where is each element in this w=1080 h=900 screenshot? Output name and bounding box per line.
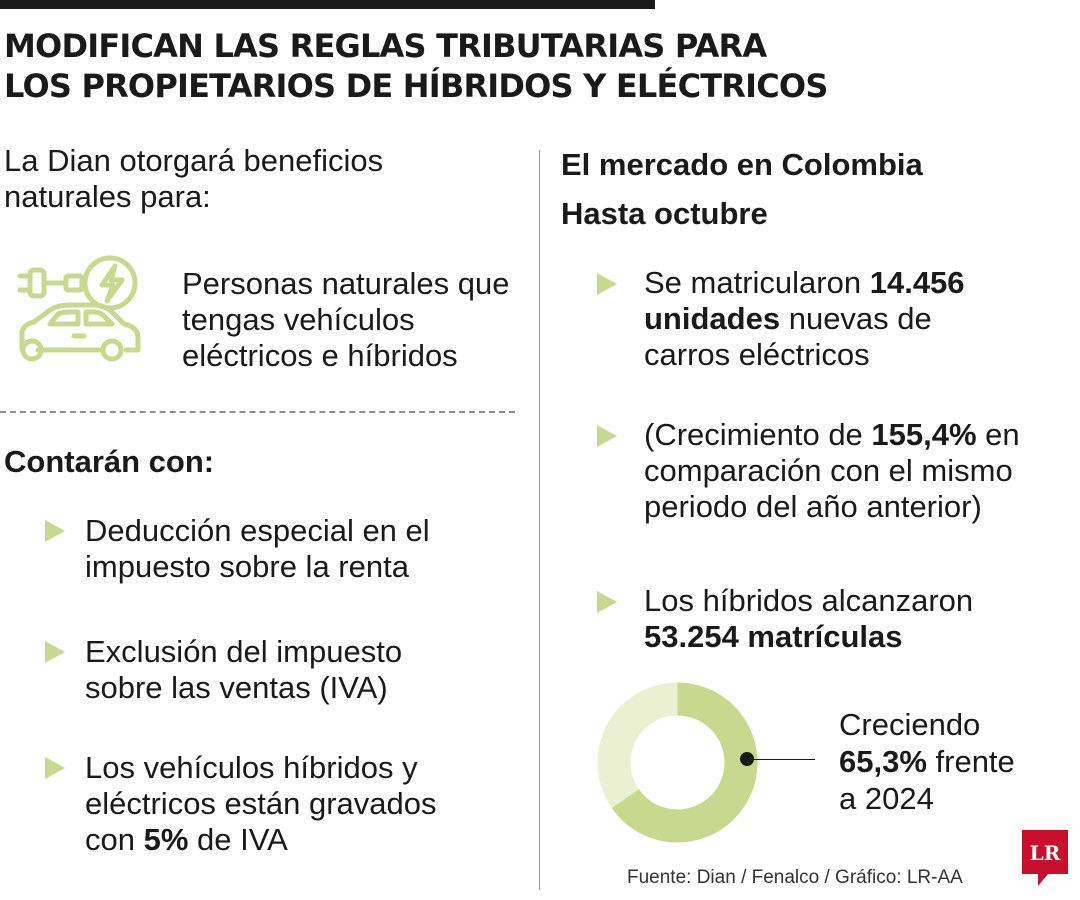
benefit-item-1-line-2: impuesto sobre la renta: [85, 549, 409, 584]
electric-car-plug-icon: [14, 250, 144, 380]
market-item-growth-line-2: comparación con el mismo: [644, 453, 1013, 488]
triangle-bullet-icon: [597, 425, 617, 447]
donut-growth-value: 65,3%: [839, 744, 927, 779]
market-item-hybrid-line-1: Los híbridos alcanzaron: [644, 583, 974, 618]
benefits-heading: Contarán con:: [4, 444, 215, 479]
lr-logo: LR: [1022, 830, 1068, 886]
page-title: MODIFICAN LAS REGLAS TRIBUTARIAS PARA LO…: [4, 26, 1064, 106]
hybrid-registrations: 53.254 matrículas: [644, 619, 903, 654]
triangle-bullet-icon: [45, 520, 65, 542]
vat-rate: 5%: [143, 822, 189, 857]
market-item-electric: Se matricularon 14.456 unidades nuevas d…: [644, 265, 1064, 373]
source-credit: Fuente: Dian / Fenalco / Gráfico: LR-AA: [627, 867, 963, 888]
donut-caption-line-3: a 2024: [839, 781, 934, 816]
benefit-item-2-line-2: sobre las ventas (IVA): [85, 670, 388, 705]
market-item-hybrid: Los híbridos alcanzaron 53.254 matrícula…: [644, 583, 1064, 655]
period-heading: Hasta octubre: [561, 196, 768, 231]
market-item-electric-line-3: carros eléctricos: [644, 337, 870, 372]
electric-units-value: 14.456: [869, 265, 965, 300]
donut-caption-post: frente: [926, 744, 1015, 779]
intro-text: La Dian otorgará beneficios naturales pa…: [4, 143, 384, 214]
market-item-growth-line-3: periodo del año anterior): [644, 489, 982, 524]
triangle-bullet-icon: [597, 273, 617, 295]
column-divider: [539, 150, 540, 890]
donut-leader-line: [747, 759, 815, 760]
growth-donut: [595, 680, 760, 845]
market-item-electric-pre: Se matricularon: [644, 265, 870, 300]
benefit-item-3-line-3-post: de IVA: [188, 822, 288, 857]
benefit-item-3-line-1: Los vehículos híbridos y: [85, 750, 418, 785]
lr-logo-text: LR: [1030, 841, 1061, 865]
benefit-item-1-line-1: Deducción especial en el: [85, 513, 430, 548]
market-heading: El mercado en Colombia: [561, 147, 923, 182]
benefit-item-2-line-1: Exclusión del impuesto: [85, 634, 403, 669]
triangle-bullet-icon: [597, 591, 617, 613]
benefit-item-3-line-2: eléctricos están gravados: [85, 786, 437, 821]
title-line-1: MODIFICAN LAS REGLAS TRIBUTARIAS PARA: [4, 27, 767, 65]
market-item-growth: (Crecimiento de 155,4% en comparación co…: [644, 417, 1074, 525]
title-line-2: LOS PROPIETARIOS DE HÍBRIDOS Y ELÉCTRICO…: [4, 67, 828, 105]
electric-units-label: unidades: [644, 301, 781, 336]
triangle-bullet-icon: [45, 641, 65, 663]
top-rule: [0, 0, 655, 9]
market-item-electric-post: nuevas de: [780, 301, 932, 336]
beneficiaries-text: Personas naturales que tengas vehículos …: [182, 266, 510, 373]
market-item-growth-pre: (Crecimiento de: [644, 417, 872, 452]
benefit-item-1: Deducción especial en el impuesto sobre …: [85, 513, 515, 585]
donut-caption-line-1: Creciendo: [839, 707, 981, 742]
benefit-item-2: Exclusión del impuesto sobre las ventas …: [85, 634, 515, 706]
donut-leader-dot: [740, 752, 754, 766]
benefit-item-3-line-3-pre: con: [85, 822, 144, 857]
dashed-divider: [0, 411, 515, 413]
triangle-bullet-icon: [45, 757, 65, 779]
benefit-item-3: Los vehículos híbridos y eléctricos está…: [85, 750, 515, 858]
growth-value: 155,4%: [871, 417, 977, 452]
donut-caption: Creciendo 65,3% frente a 2024: [839, 706, 1059, 817]
market-item-growth-post: en: [976, 417, 1020, 452]
